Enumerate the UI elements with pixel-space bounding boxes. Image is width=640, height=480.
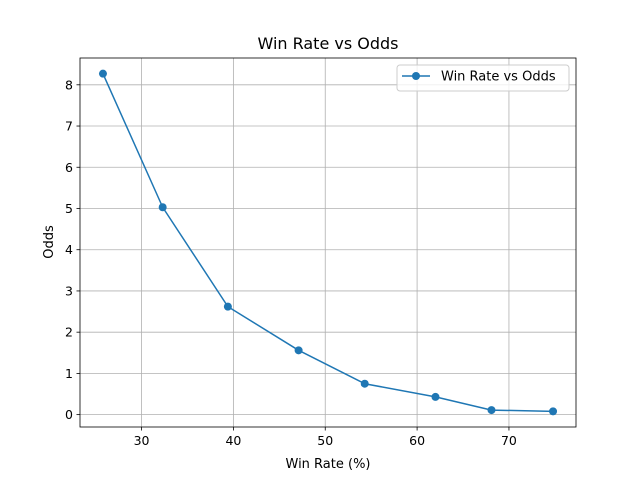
y-tick-label: 1 [65, 366, 73, 381]
data-point [431, 392, 440, 401]
grid [80, 58, 576, 427]
x-tick-label: 40 [225, 433, 241, 448]
data-point [158, 203, 167, 212]
data-point [294, 346, 303, 355]
chart-title: Win Rate vs Odds [257, 34, 398, 53]
x-tick-label: 70 [501, 433, 517, 448]
data-point [360, 379, 369, 388]
series-layer [98, 69, 558, 416]
series-line [102, 73, 554, 413]
data-point [549, 407, 558, 416]
y-axis-label: Odds [42, 225, 57, 259]
y-tick-label: 3 [65, 283, 73, 298]
y-tick-label: 5 [65, 201, 73, 216]
y-tick-label: 0 [65, 407, 73, 422]
legend-marker-swatch [412, 72, 420, 80]
data-point [487, 406, 496, 415]
y-tick-label: 6 [65, 160, 73, 175]
legend-box [396, 64, 570, 92]
tick-layer: 30 40 50 60 70 0 1 2 3 4 5 6 7 8 [65, 77, 517, 448]
legend-label: Win Rate vs Odds [441, 70, 556, 85]
legend: Win Rate vs Odds [396, 64, 570, 92]
data-point [98, 69, 107, 78]
y-tick-label: 7 [65, 119, 73, 134]
x-tick-label: 60 [409, 433, 425, 448]
data-point [223, 302, 232, 311]
y-tick-label: 4 [65, 242, 73, 257]
plot-area-frame [79, 57, 577, 428]
x-tick-label: 50 [317, 433, 333, 448]
x-tick-label: 30 [134, 433, 150, 448]
y-tick-label: 8 [65, 77, 73, 92]
y-tick-label: 2 [65, 325, 73, 340]
x-axis-label: Win Rate (%) [286, 457, 371, 472]
